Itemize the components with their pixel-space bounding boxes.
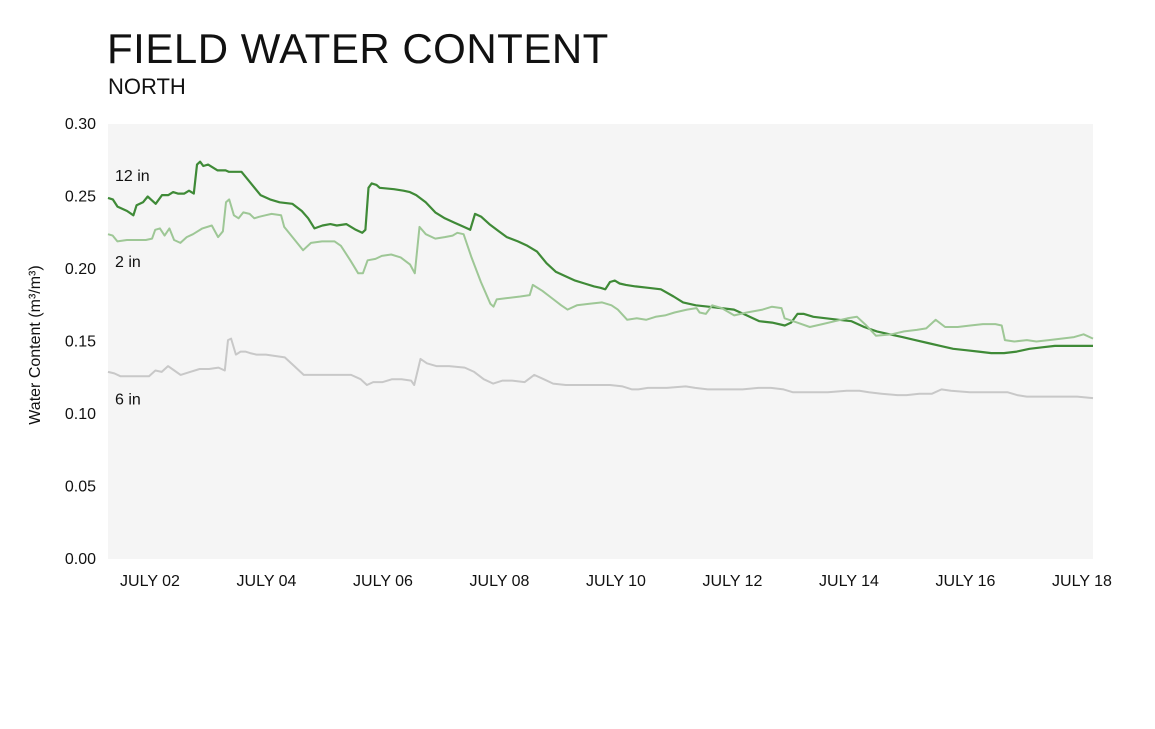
x-tick-label: JULY 02 xyxy=(120,573,180,590)
x-tick-label: JULY 04 xyxy=(237,573,297,590)
x-tick-label: JULY 10 xyxy=(586,573,646,590)
series-lines xyxy=(107,160,1094,400)
series-label-12-in: 12 in xyxy=(115,168,150,185)
x-tick-label: JULY 18 xyxy=(1052,573,1112,590)
series-labels: 12 in 2 in 6 in xyxy=(115,168,150,408)
y-tick-label: 0.00 xyxy=(65,551,96,568)
y-tick-label: 0.30 xyxy=(65,116,96,133)
plot-area xyxy=(108,124,1093,559)
chart-title: FIELD WATER CONTENT xyxy=(107,25,609,72)
x-tick-label: JULY 06 xyxy=(353,573,413,590)
x-tick-label: JULY 12 xyxy=(703,573,763,590)
x-tick-label: JULY 08 xyxy=(470,573,530,590)
y-tick-label: 0.20 xyxy=(65,261,96,278)
series-line-2-in xyxy=(107,198,1094,343)
series-line-6-in xyxy=(107,337,1094,400)
x-tick-label: JULY 16 xyxy=(936,573,996,590)
y-tick-label: 0.15 xyxy=(65,334,96,351)
x-tick-label: JULY 14 xyxy=(819,573,879,590)
y-tick-label: 0.25 xyxy=(65,189,96,206)
series-line-12-in xyxy=(107,160,1093,355)
y-axis-title: Water Content (m³/m³) xyxy=(27,265,44,424)
x-axis-ticks: JULY 02 JULY 04 JULY 06 JULY 08 JULY 10 JULY … xyxy=(120,573,1112,590)
series-label-6-in: 6 in xyxy=(115,392,141,409)
y-tick-label: 0.05 xyxy=(65,479,96,496)
y-tick-label: 0.10 xyxy=(65,406,96,423)
chart-subtitle: NORTH xyxy=(108,74,186,99)
series-label-2-in: 2 in xyxy=(115,254,141,271)
y-axis-ticks: 0.00 0.05 0.10 0.15 0.20 0.25 0.30 xyxy=(65,116,96,568)
